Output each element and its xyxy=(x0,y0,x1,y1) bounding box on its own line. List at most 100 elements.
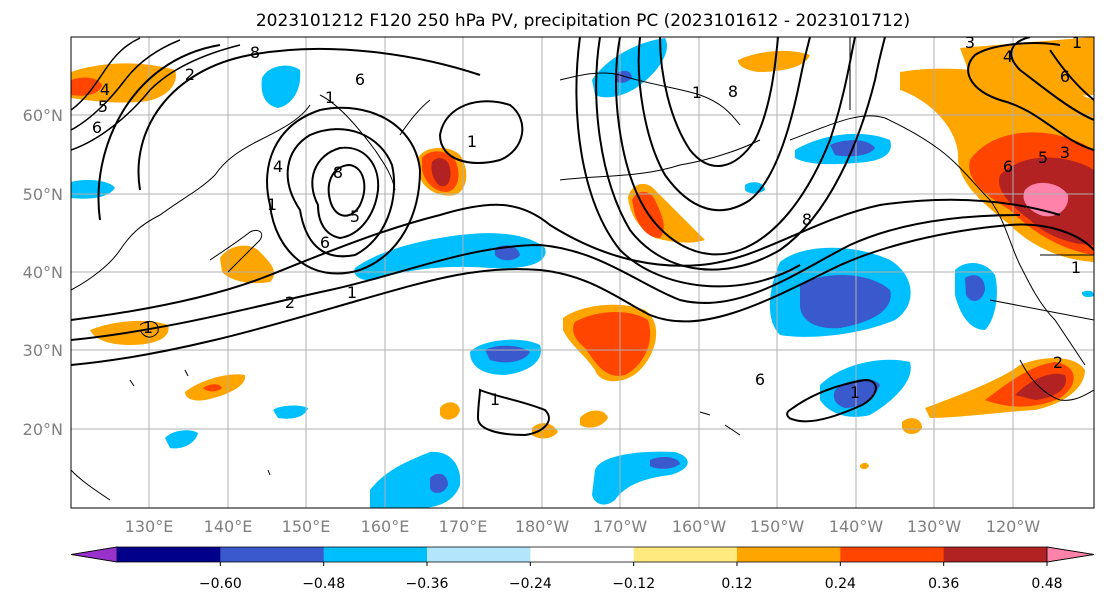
lon-tick-label: 150°W xyxy=(750,517,805,536)
lat-axis: 60°N 50°N 40°N 30°N 20°N xyxy=(23,106,63,439)
contour-label: 6 xyxy=(755,370,765,389)
positive-field xyxy=(902,418,922,434)
colorbar-segment xyxy=(220,547,325,562)
pv-contours-thin xyxy=(71,37,241,151)
colorbar-tick-label: 0.36 xyxy=(928,576,959,592)
map-panel xyxy=(71,37,1094,508)
colorbar-segment xyxy=(323,547,428,562)
colorbar-segment xyxy=(737,547,841,562)
negative-field xyxy=(615,70,632,83)
contour-label: 8 xyxy=(250,43,260,62)
lat-tick-label: 40°N xyxy=(23,263,63,282)
lat-tick-label: 30°N xyxy=(23,341,63,360)
precip-shading xyxy=(71,37,1094,508)
colorbar-tick-label: −0.24 xyxy=(509,576,552,592)
lon-tick-label: 140°E xyxy=(204,517,253,536)
negative-field xyxy=(165,430,198,449)
contour-label: 1 xyxy=(692,83,702,102)
colorbar-segment xyxy=(117,547,221,562)
contour-label: 5 xyxy=(350,207,360,226)
contour-label: 1 xyxy=(325,88,335,107)
colorbar-tick-label: 0.24 xyxy=(825,576,856,592)
positive-field xyxy=(738,50,810,72)
contour-label: 5 xyxy=(1038,148,1048,167)
contour-label: 2 xyxy=(285,293,295,312)
positive-field xyxy=(580,410,608,428)
lat-tick-label: 50°N xyxy=(23,185,63,204)
lon-tick-label: 130°W xyxy=(907,517,962,536)
colorbar-outline xyxy=(70,546,1095,563)
lon-tick-label: 140°W xyxy=(829,517,884,536)
contour-label: 1 xyxy=(143,318,153,337)
negative-field xyxy=(354,233,546,281)
contour-label: 6 xyxy=(320,233,330,252)
positive-field xyxy=(203,384,222,392)
contour-label: 4 xyxy=(100,80,110,99)
contour-label: 1 xyxy=(267,195,277,214)
negative-field xyxy=(800,274,891,329)
colorbar-extend-min xyxy=(70,546,118,563)
contour-label: 6 xyxy=(1060,67,1070,86)
map-frame xyxy=(70,36,1095,509)
contour-label: 8 xyxy=(728,82,738,101)
positive-field xyxy=(431,158,451,187)
lon-tick-label: 120°W xyxy=(986,517,1041,536)
negative-field xyxy=(370,451,461,508)
contour-label: 1 xyxy=(490,390,500,409)
negative-field xyxy=(273,405,308,419)
contour-label: 6 xyxy=(92,118,102,137)
positive-field xyxy=(860,462,869,470)
lat-tick-label: 20°N xyxy=(23,420,63,439)
colorbar xyxy=(70,546,1095,563)
lat-tick-label: 60°N xyxy=(23,106,63,125)
contour-label: 4 xyxy=(273,157,283,176)
contour-label: 5 xyxy=(98,97,108,116)
negative-field xyxy=(592,38,668,98)
graticule xyxy=(71,37,1094,508)
contour-label: 6 xyxy=(1003,157,1013,176)
lon-tick-label: 160°W xyxy=(672,517,727,536)
negative-field xyxy=(495,245,520,261)
positive-field xyxy=(532,423,558,439)
negative-field xyxy=(650,456,680,469)
lon-tick-label: 170°W xyxy=(593,517,648,536)
colorbar-tick-label: 0.48 xyxy=(1031,576,1062,592)
lon-tick-label: 160°E xyxy=(361,517,410,536)
contour-label: 8 xyxy=(802,210,812,229)
colorbar-segment xyxy=(633,547,738,562)
contour-label: 1 xyxy=(347,283,357,302)
contour-label: 4 xyxy=(1003,47,1013,66)
coastlines xyxy=(71,37,1094,501)
lon-axis: 130°E 140°E 150°E 160°E 170°E 180°W 170°… xyxy=(125,517,1041,536)
plot-title: 2023101212 F120 250 hPa PV, precipitatio… xyxy=(256,11,910,31)
lon-tick-label: 150°E xyxy=(282,517,331,536)
contour-label: 8 xyxy=(333,163,343,182)
colorbar-tick-label: 0.12 xyxy=(721,576,752,592)
contour-label: 2 xyxy=(185,65,195,84)
colorbar-tick-label: −0.60 xyxy=(199,576,242,592)
lon-tick-label: 130°E xyxy=(125,517,174,536)
contour-label: 6 xyxy=(355,70,365,89)
colorbar-segment xyxy=(943,547,1048,562)
pv-contours xyxy=(71,37,1094,437)
contour-label: 3 xyxy=(1060,143,1070,162)
contour-label: 1 xyxy=(850,383,860,402)
negative-field xyxy=(430,473,448,493)
contour-label: 3 xyxy=(965,33,975,52)
colorbar-ticks: −0.60 −0.48 −0.36 −0.24 −0.12 0.12 0.24 0.36 0.4… xyxy=(199,562,1063,592)
colorbar-tick-label: −0.36 xyxy=(406,576,449,592)
positive-field xyxy=(220,245,275,284)
contour-label: 1 xyxy=(1071,258,1081,277)
positive-field xyxy=(573,311,651,376)
negative-field xyxy=(1082,290,1094,298)
contour-label: 1 xyxy=(1072,33,1082,52)
lon-tick-label: 170°E xyxy=(439,517,488,536)
lon-tick-label: 180°W xyxy=(515,517,570,536)
positive-field xyxy=(1015,373,1066,400)
negative-field xyxy=(261,65,301,108)
colorbar-segment xyxy=(530,547,635,562)
colorbar-extend-max xyxy=(1046,546,1095,563)
positive-field xyxy=(440,402,460,420)
